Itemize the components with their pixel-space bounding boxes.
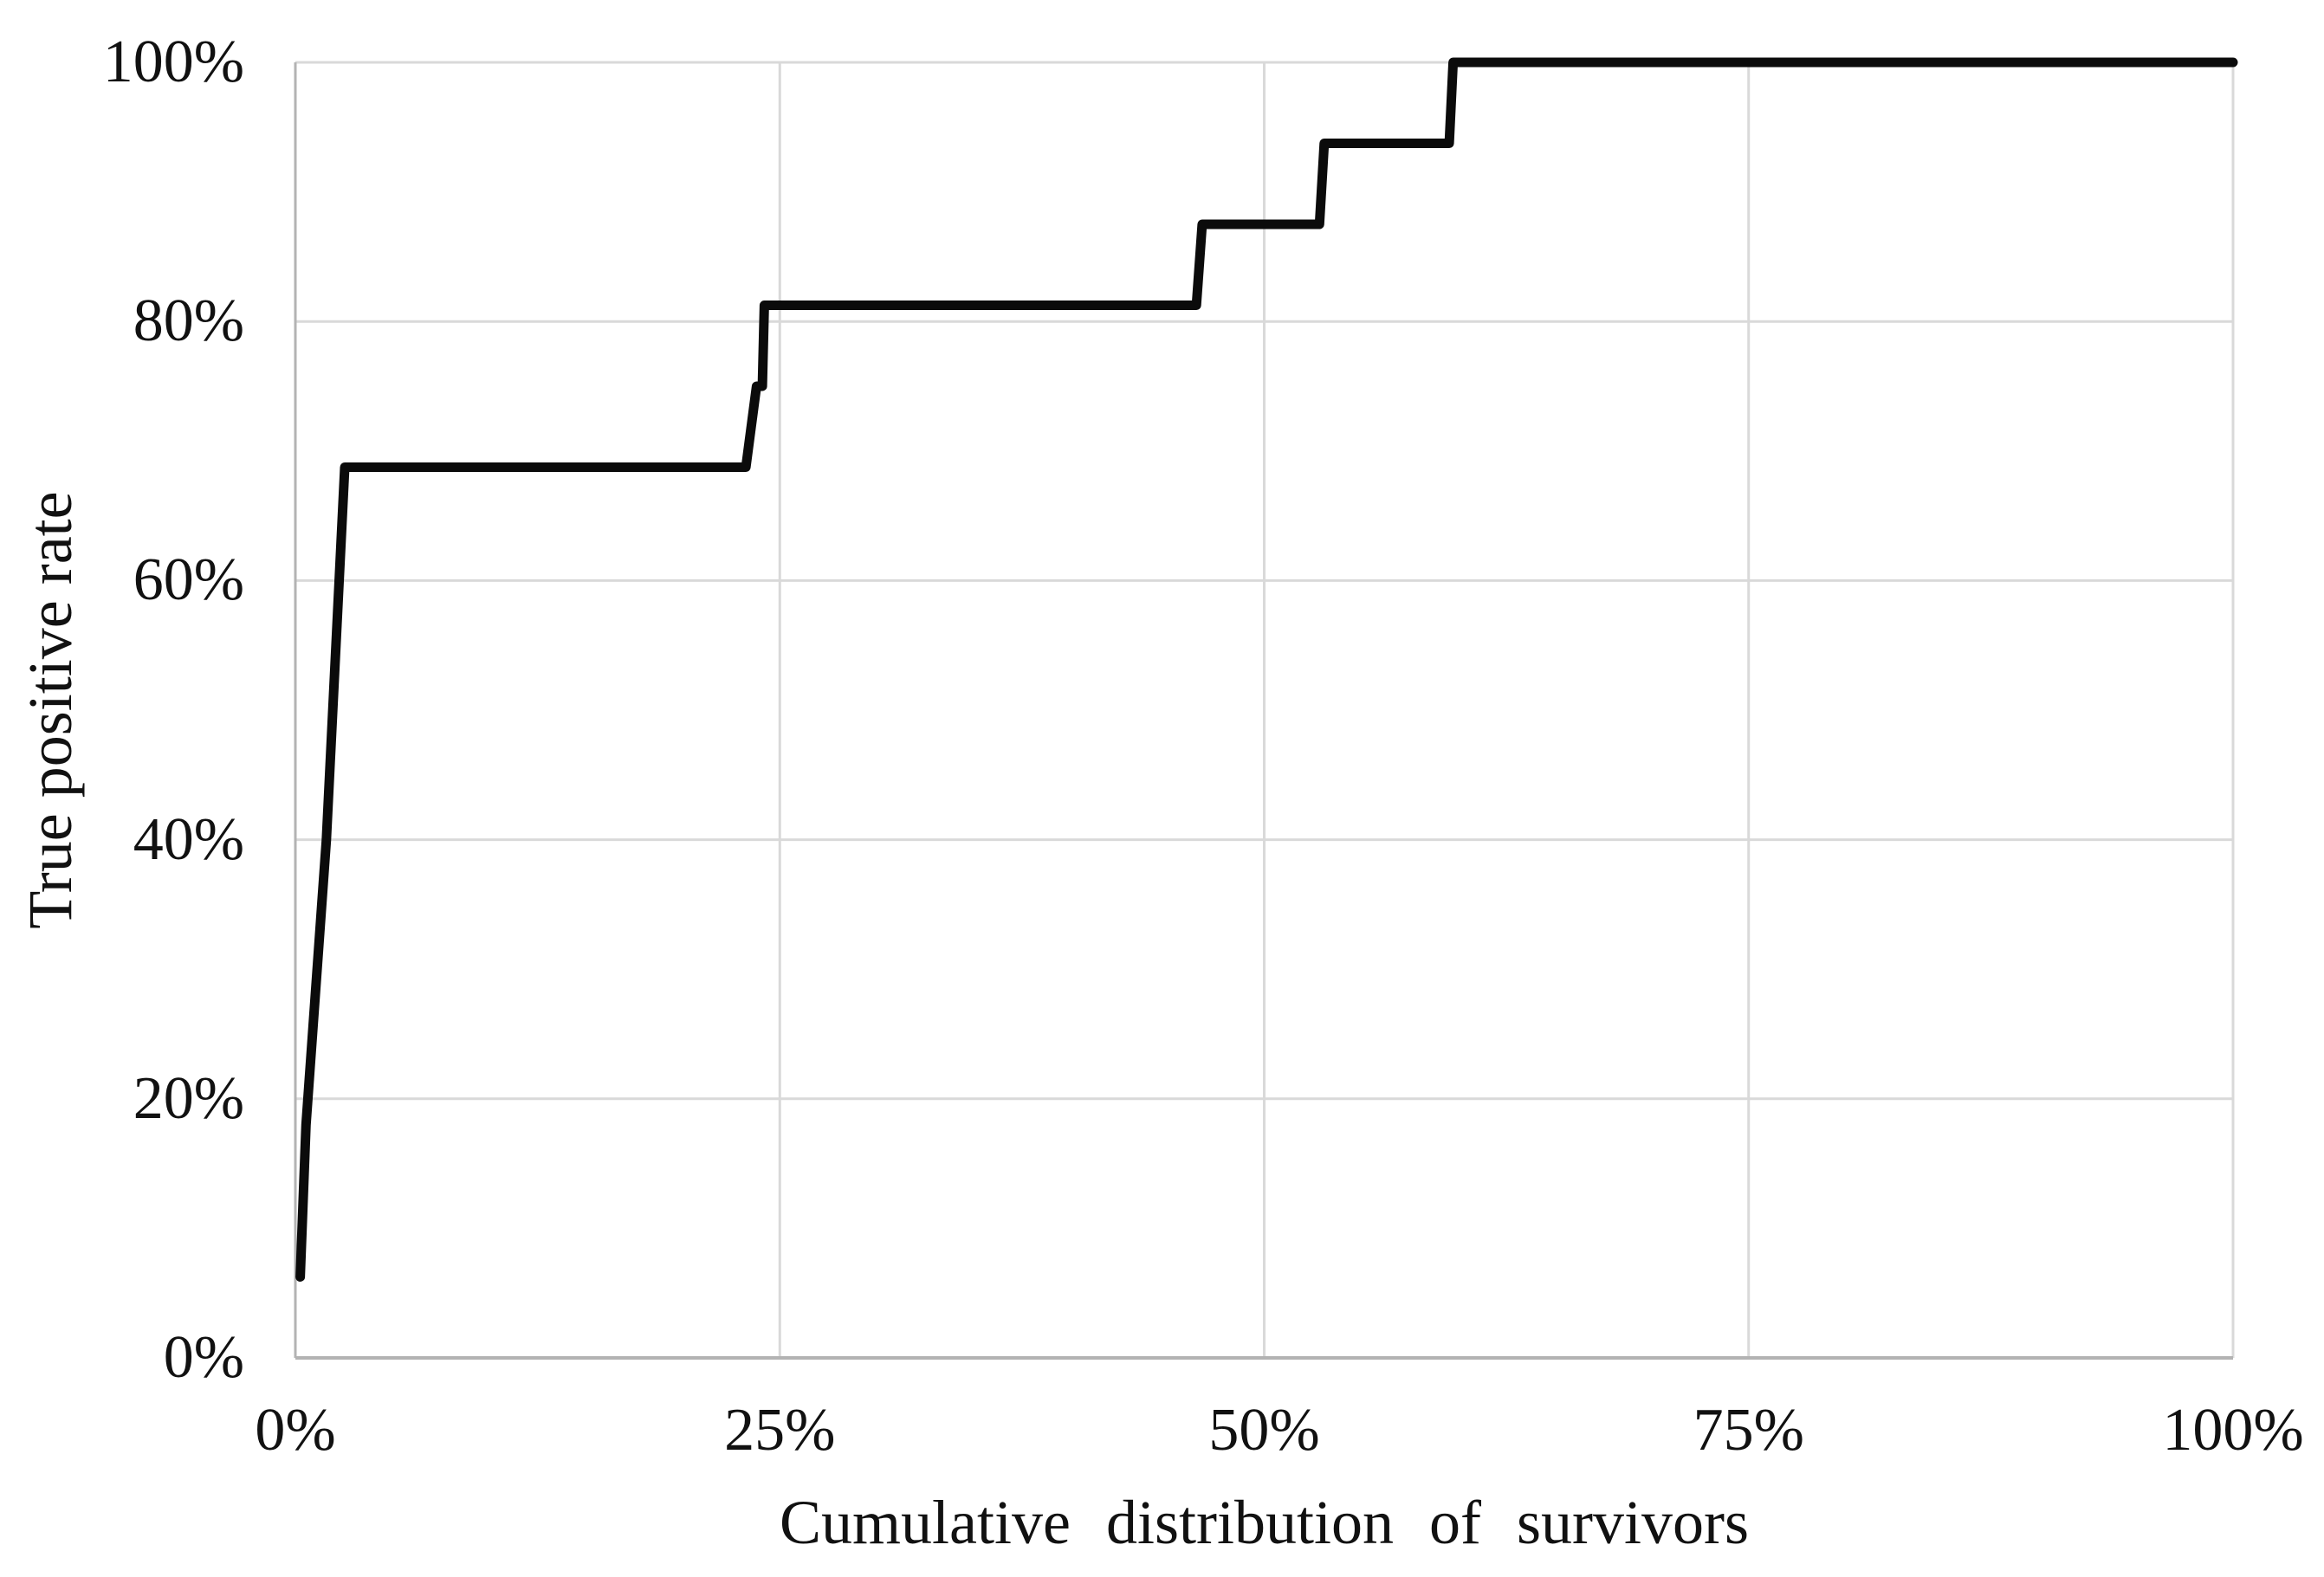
gridlines — [295, 61, 2235, 1358]
y-tick-label-60%: 60% — [133, 546, 244, 614]
x-tick-label-50%: 50% — [1208, 1397, 1320, 1464]
y-tick-label-80%: 80% — [133, 288, 244, 355]
y-tick-label-40%: 40% — [133, 805, 244, 873]
y-tick-label-100%: 100% — [102, 29, 244, 95]
x-tick-label-75%: 75% — [1693, 1397, 1804, 1464]
x-tick-label-25%: 25% — [724, 1397, 836, 1464]
axis-lines — [294, 62, 2233, 1360]
y-tick-label-20%: 20% — [133, 1064, 244, 1132]
x-tick-label-100%: 100% — [2162, 1397, 2304, 1464]
series-true-positive-rate-step-curve — [295, 57, 2238, 1282]
x-axis-title: Cumulative distribution of survivors — [779, 1488, 1750, 1557]
y-tick-label-0%: 0% — [163, 1324, 244, 1391]
roc-step-line — [295, 57, 2238, 1282]
y-axis-title: True positive rate — [16, 491, 85, 929]
x-tick-label-0%: 0% — [255, 1397, 336, 1464]
